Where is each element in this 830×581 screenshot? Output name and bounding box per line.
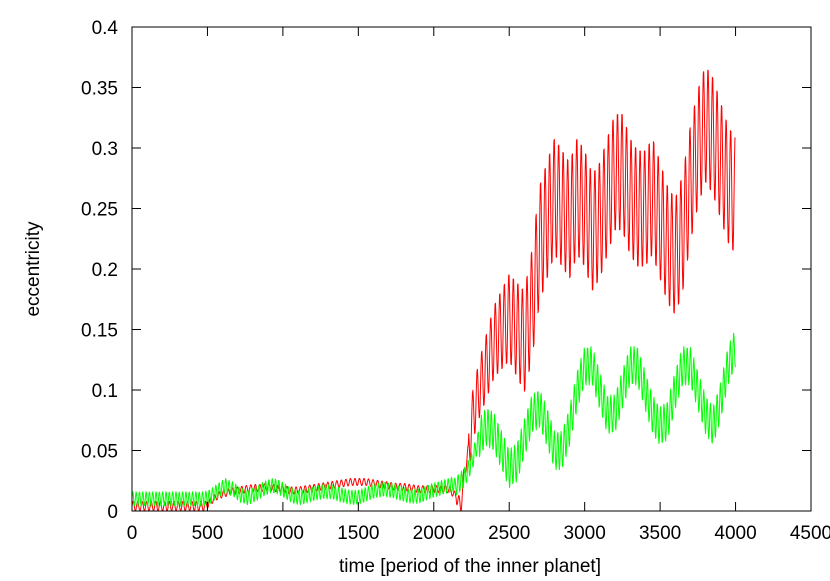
y-tick-label: 0.3 xyxy=(92,139,118,160)
x-tick-label: 1000 xyxy=(262,523,304,544)
y-tick-label: 0.25 xyxy=(81,200,118,221)
x-tick-label: 2500 xyxy=(488,523,530,544)
y-tick-label: 0.35 xyxy=(81,79,118,100)
x-tick-label: 2000 xyxy=(413,523,455,544)
x-axis-label: time [period of the inner planet] xyxy=(339,556,601,577)
x-tick-label: 3000 xyxy=(564,523,606,544)
tick-layer: 0 500 1000 1500 2000 2500 3000 3500 4000 4500 0 0.0… xyxy=(81,18,830,544)
y-tick-label: 0.2 xyxy=(92,260,118,281)
x-tick-label: 0 xyxy=(127,523,138,544)
x-tick-label: 4500 xyxy=(790,523,830,544)
x-tick-label: 3500 xyxy=(639,523,681,544)
series-2-line xyxy=(131,332,736,507)
y-tick-label: 0.1 xyxy=(92,381,118,402)
series-layer xyxy=(131,69,736,512)
x-tick-label: 4000 xyxy=(714,523,756,544)
y-axis-label: eccentricity xyxy=(23,221,44,317)
y-tick-label: 0.05 xyxy=(81,442,118,463)
y-tick-label: 0.4 xyxy=(92,18,119,39)
x-tick-label: 500 xyxy=(192,523,224,544)
y-tick-label: 0 xyxy=(107,502,118,523)
y-tick-label: 0.15 xyxy=(81,321,118,342)
x-tick-label: 1500 xyxy=(337,523,379,544)
